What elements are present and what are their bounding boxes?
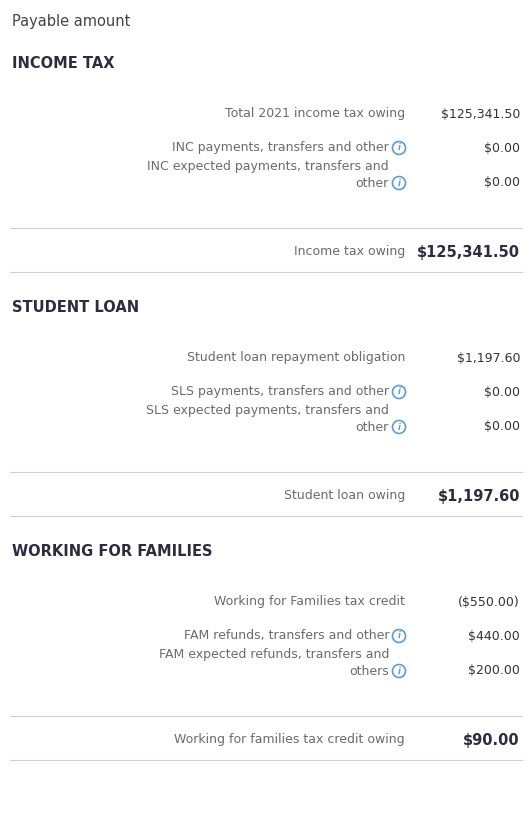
Text: i: i [397, 387, 401, 396]
Text: $0.00: $0.00 [484, 386, 520, 399]
Text: $90.00: $90.00 [463, 733, 520, 747]
Text: WORKING FOR FAMILIES: WORKING FOR FAMILIES [12, 544, 212, 559]
Text: SLS payments, transfers and other: SLS payments, transfers and other [171, 386, 389, 399]
Text: STUDENT LOAN: STUDENT LOAN [12, 300, 139, 315]
Text: i: i [397, 422, 401, 431]
Text: INC expected payments, transfers and: INC expected payments, transfers and [147, 160, 389, 173]
Text: Total 2021 income tax owing: Total 2021 income tax owing [225, 107, 405, 120]
Text: Payable amount: Payable amount [12, 14, 130, 29]
Text: INCOME TAX: INCOME TAX [12, 56, 114, 71]
Text: $1,197.60: $1,197.60 [437, 488, 520, 504]
Text: $125,341.50: $125,341.50 [417, 244, 520, 260]
Text: $0.00: $0.00 [484, 177, 520, 190]
Text: other: other [356, 177, 389, 190]
Text: $0.00: $0.00 [484, 421, 520, 434]
Text: ($550.00): ($550.00) [458, 596, 520, 609]
Text: i: i [397, 178, 401, 187]
Text: FAM expected refunds, transfers and: FAM expected refunds, transfers and [159, 648, 389, 661]
Text: $0.00: $0.00 [484, 142, 520, 155]
Text: $200.00: $200.00 [468, 664, 520, 677]
Text: INC payments, transfers and other: INC payments, transfers and other [172, 142, 389, 155]
Text: Working for families tax credit owing: Working for families tax credit owing [174, 733, 405, 746]
Text: other: other [356, 421, 389, 434]
Text: FAM refunds, transfers and other: FAM refunds, transfers and other [184, 629, 389, 642]
Text: i: i [397, 143, 401, 152]
Text: Income tax owing: Income tax owing [294, 246, 405, 259]
Text: Student loan repayment obligation: Student loan repayment obligation [187, 352, 405, 365]
Text: $125,341.50: $125,341.50 [440, 107, 520, 120]
Text: i: i [397, 667, 401, 676]
Text: SLS expected payments, transfers and: SLS expected payments, transfers and [146, 404, 389, 417]
Text: others: others [349, 665, 389, 678]
Text: Working for Families tax credit: Working for Families tax credit [214, 596, 405, 609]
Text: Student loan owing: Student loan owing [284, 489, 405, 502]
Text: $1,197.60: $1,197.60 [456, 352, 520, 365]
Text: i: i [397, 632, 401, 641]
Text: $440.00: $440.00 [468, 629, 520, 642]
